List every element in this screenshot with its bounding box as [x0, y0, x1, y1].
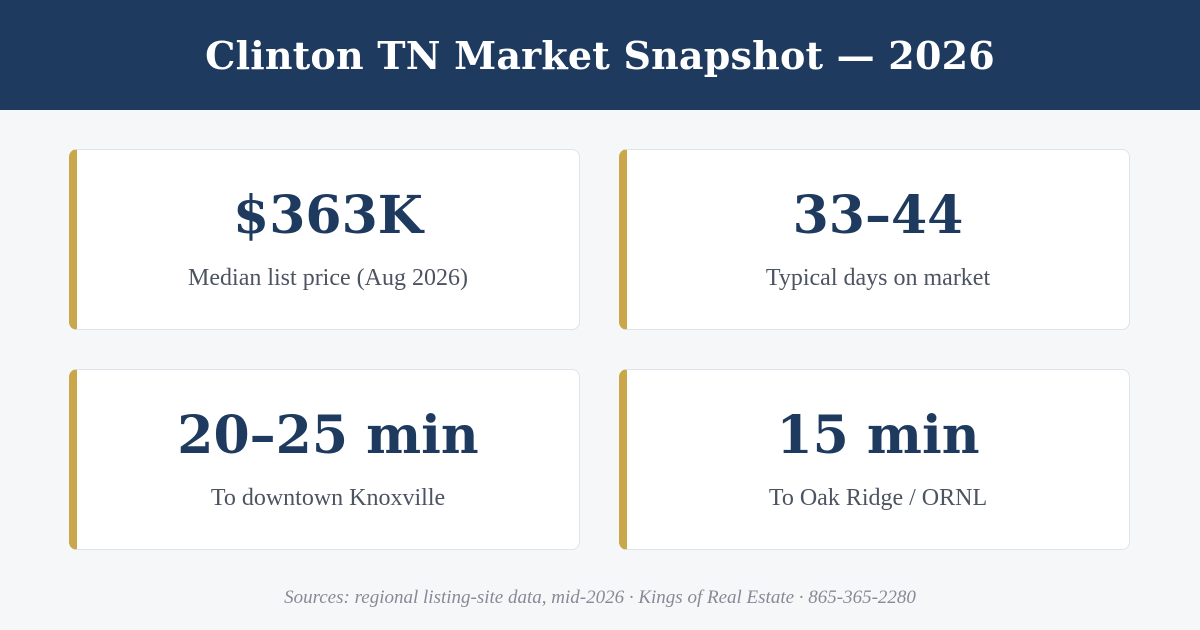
stat-card-knoxville-commute: 20–25 min To downtown Knoxville [69, 369, 580, 550]
sources-footnote: Sources: regional listing-site data, mid… [284, 587, 916, 608]
stat-card-oak-ridge-commute: 15 min To Oak Ridge / ORNL [619, 369, 1130, 550]
stat-label: To Oak Ridge / ORNL [768, 484, 988, 511]
header-banner: Clinton TN Market Snapshot — 2026 [0, 0, 1200, 110]
stat-value: 20–25 min [177, 404, 479, 466]
stat-label: Typical days on market [765, 264, 991, 291]
stat-card-median-price: $363K Median list price (Aug 2026) [69, 149, 580, 330]
stat-value: 33–44 [792, 184, 964, 246]
stat-label: Median list price (Aug 2026) [188, 264, 468, 291]
page-title: Clinton TN Market Snapshot — 2026 [205, 32, 995, 78]
stat-label: To downtown Knoxville [210, 484, 446, 511]
stat-value: $363K [233, 184, 423, 246]
stat-value: 15 min [776, 404, 980, 466]
stat-card-days-on-market: 33–44 Typical days on market [619, 149, 1130, 330]
